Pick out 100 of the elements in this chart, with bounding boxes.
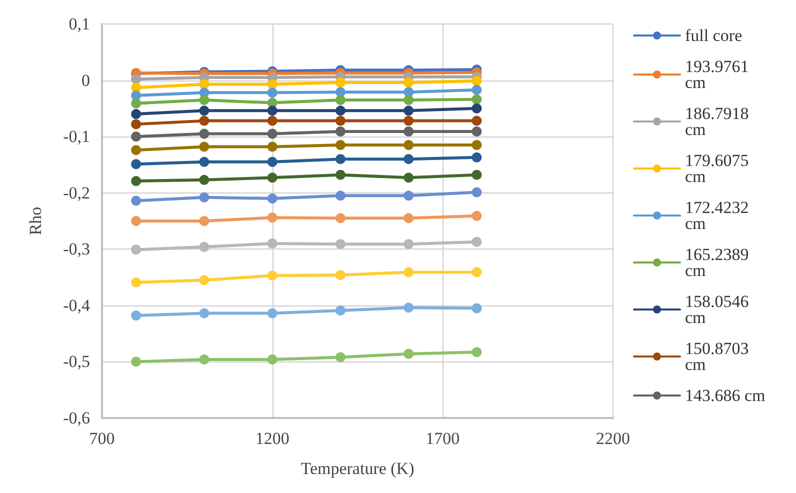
- point: [199, 142, 210, 152]
- point: [199, 275, 210, 286]
- point: [199, 174, 210, 185]
- point: [267, 212, 278, 223]
- point: [267, 354, 278, 364]
- point: [199, 216, 210, 226]
- y-axis-title: Rho: [26, 206, 45, 236]
- point: [335, 154, 346, 164]
- x-tick-label: 700: [89, 429, 115, 448]
- point: [131, 310, 142, 321]
- point: [472, 152, 482, 162]
- y-tick-label: -0,4: [63, 296, 90, 315]
- point: [335, 270, 346, 280]
- point: [267, 128, 278, 139]
- point: [199, 308, 210, 318]
- point: [131, 74, 142, 84]
- point: [335, 239, 346, 250]
- point: [404, 172, 414, 183]
- y-tick-label: -0,2: [63, 183, 90, 202]
- point: [404, 126, 414, 137]
- point: [131, 356, 142, 367]
- x-tick-label: 1200: [255, 429, 290, 448]
- point: [335, 170, 346, 180]
- point: [404, 190, 414, 201]
- legend-label: 172.4232 cm: [685, 198, 753, 233]
- point: [131, 132, 142, 142]
- point: [131, 277, 142, 288]
- point: [472, 347, 482, 358]
- y-tick-label: 0,1: [68, 14, 90, 34]
- point: [131, 196, 142, 206]
- point: [267, 116, 278, 126]
- point: [131, 159, 142, 170]
- point: [335, 106, 346, 116]
- point: [404, 348, 414, 359]
- point: [472, 187, 482, 198]
- point: [335, 140, 346, 150]
- point: [131, 244, 142, 255]
- point: [199, 79, 210, 90]
- y-tick-label: -0,6: [63, 408, 90, 428]
- point: [335, 116, 346, 126]
- point: [131, 109, 142, 120]
- legend-label: 193.9761 cm: [685, 57, 753, 92]
- point: [404, 267, 414, 278]
- point: [472, 170, 482, 180]
- point: [335, 94, 346, 105]
- point: [199, 192, 210, 202]
- legend-label: 179.6075 cm: [685, 151, 753, 186]
- point: [404, 116, 414, 126]
- point: [472, 267, 482, 278]
- point: [267, 238, 278, 249]
- legend-label: full core: [685, 26, 742, 45]
- point: [335, 126, 346, 137]
- point: [199, 128, 210, 139]
- point: [472, 236, 482, 247]
- point: [335, 213, 346, 224]
- point: [267, 156, 278, 167]
- point: [267, 172, 278, 183]
- x-tick-label: 1700: [426, 429, 460, 448]
- point: [404, 78, 414, 88]
- point: [267, 88, 278, 98]
- point: [199, 242, 210, 252]
- point: [131, 145, 142, 156]
- y-tick-label: 0: [82, 70, 90, 90]
- point: [472, 303, 482, 314]
- point: [472, 103, 482, 114]
- point: [267, 106, 278, 116]
- x-axis-title: Temperature (K): [300, 459, 414, 478]
- point: [472, 116, 482, 126]
- point: [267, 142, 278, 152]
- point: [472, 84, 482, 95]
- point: [131, 176, 142, 186]
- point: [199, 106, 210, 116]
- y-tick-label: -0,3: [63, 240, 90, 259]
- legend-label: 165.2389 cm: [685, 245, 753, 280]
- point: [199, 156, 210, 167]
- point: [404, 239, 414, 250]
- y-tick-label: -0,5: [63, 352, 90, 372]
- point: [404, 302, 414, 313]
- point: [472, 94, 482, 104]
- legend-label: 186.7918 cm: [685, 104, 753, 139]
- point: [335, 78, 346, 88]
- point: [335, 305, 346, 316]
- point: [404, 140, 414, 150]
- point: [404, 154, 414, 164]
- point: [335, 190, 346, 201]
- legend-label: 143.686 cm: [685, 386, 766, 405]
- point: [267, 308, 278, 318]
- point: [404, 94, 414, 105]
- point: [472, 210, 482, 221]
- legend-label: 158.0546 cm: [685, 292, 753, 327]
- x-tick-label: 2200: [596, 429, 630, 448]
- point: [267, 79, 278, 90]
- point: [199, 116, 210, 126]
- point: [472, 140, 482, 150]
- point: [335, 352, 346, 362]
- point: [404, 213, 414, 224]
- point: [472, 76, 482, 86]
- point: [472, 126, 482, 137]
- point: [131, 119, 142, 130]
- point: [199, 94, 210, 105]
